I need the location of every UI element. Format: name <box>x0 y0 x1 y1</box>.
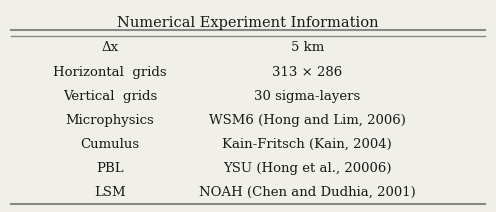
Text: NOAH (Chen and Dudhia, 2001): NOAH (Chen and Dudhia, 2001) <box>199 186 416 199</box>
Text: Numerical Experiment Information: Numerical Experiment Information <box>117 16 379 30</box>
Text: 5 km: 5 km <box>291 41 324 54</box>
Text: 30 sigma-layers: 30 sigma-layers <box>254 89 360 103</box>
Text: Horizontal  grids: Horizontal grids <box>53 66 167 78</box>
Text: Cumulus: Cumulus <box>80 138 139 151</box>
Text: Vertical  grids: Vertical grids <box>63 89 157 103</box>
Text: Δx: Δx <box>101 41 119 54</box>
Text: LSM: LSM <box>94 186 125 199</box>
Text: YSU (Hong et al., 20006): YSU (Hong et al., 20006) <box>223 162 391 175</box>
Text: PBL: PBL <box>96 162 124 175</box>
Text: Kain-Fritsch (Kain, 2004): Kain-Fritsch (Kain, 2004) <box>222 138 392 151</box>
Text: Microphysics: Microphysics <box>65 114 154 127</box>
Text: WSM6 (Hong and Lim, 2006): WSM6 (Hong and Lim, 2006) <box>209 114 406 127</box>
Text: 313 × 286: 313 × 286 <box>272 66 342 78</box>
